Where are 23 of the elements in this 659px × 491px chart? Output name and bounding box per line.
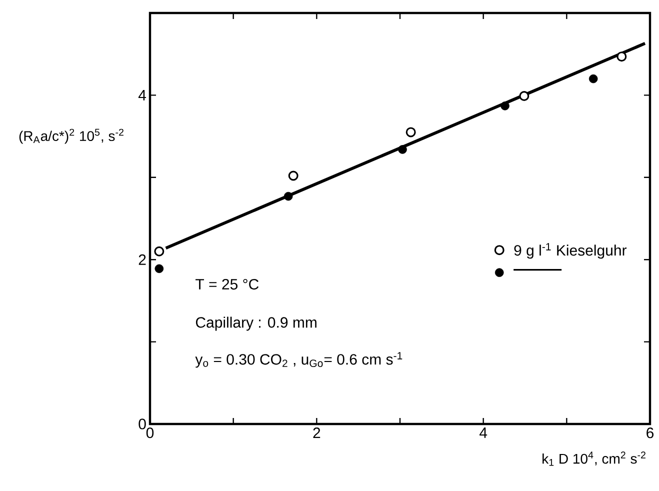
y-axis-title: (R$_{A}$a/c*)$^{2}$ 10$^{5}$, s$^{-2}$ — [19, 128, 124, 144]
y-tick-label: 2 — [138, 254, 146, 265]
point — [588, 74, 598, 84]
point — [406, 127, 416, 138]
x-tick-label: 0 — [146, 428, 154, 438]
annotation: Capillary : 0.9 mm — [196, 316, 316, 331]
x-tick-label: 4 — [480, 428, 488, 438]
x-tick-label: 6 — [646, 428, 654, 438]
y-tick-label: 0 — [138, 418, 146, 430]
y-tick-label: 4 — [138, 90, 146, 100]
point — [154, 264, 164, 274]
point — [616, 52, 627, 62]
point — [519, 91, 530, 102]
point — [284, 192, 293, 201]
legend-label: 9 g l$^{-1}$ Kieselguhr — [514, 243, 627, 259]
x-tick-label: 2 — [313, 428, 320, 438]
annotation: T = 25 °C — [196, 278, 259, 290]
x-axis-title: k$_{1}$ D 10$^{4}$, cm$^{2}$ s$^{-2}$ — [542, 452, 646, 466]
point — [154, 246, 164, 256]
annotation: y$_{o}$ = 0.30 CO$_{2}$ , u$_{Go}$= 0.6 cm s$^{-1}$ — [195, 352, 402, 368]
point — [500, 101, 510, 110]
point — [398, 145, 407, 154]
point — [288, 170, 298, 181]
